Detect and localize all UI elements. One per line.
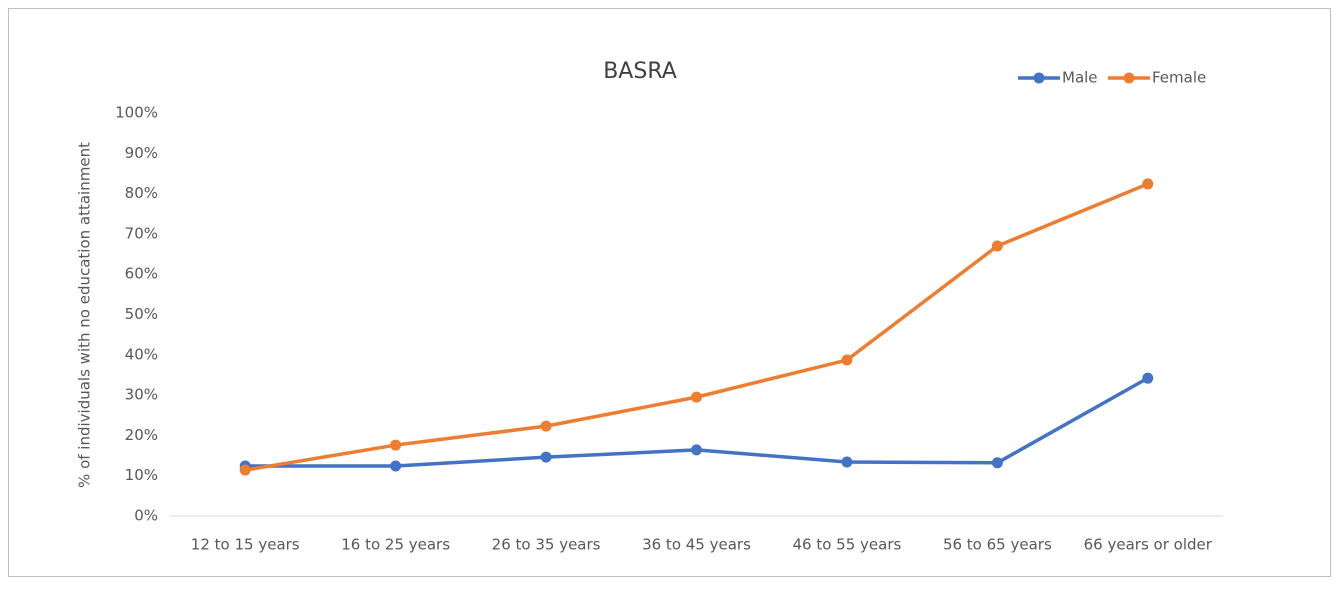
series-point — [841, 456, 853, 468]
y-axis-label: % of individuals with no education attai… — [76, 142, 94, 488]
legend-marker — [1123, 72, 1135, 84]
y-tick-label: 60% — [125, 265, 158, 283]
x-tick-label: 36 to 45 years — [642, 536, 751, 554]
y-tick-label: 10% — [125, 466, 158, 484]
y-tick-label: 40% — [125, 345, 158, 363]
y-tick-label: 80% — [125, 184, 158, 202]
legend-marker — [1033, 72, 1045, 84]
y-tick-label: 30% — [125, 386, 158, 404]
series-point — [540, 451, 552, 463]
series-point — [390, 439, 402, 451]
y-tick-label: 20% — [125, 426, 158, 444]
y-tick-label: 70% — [125, 224, 158, 242]
chart-frame — [8, 8, 1331, 577]
legend-label: Male — [1062, 69, 1098, 87]
series-point — [691, 444, 702, 456]
y-tick-label: 0% — [134, 507, 158, 525]
legend-label: Female — [1152, 69, 1206, 87]
x-tick-label: 12 to 15 years — [191, 536, 300, 554]
series-point — [1142, 178, 1154, 190]
series-point — [1142, 372, 1154, 384]
y-tick-label: 100% — [115, 104, 158, 122]
y-tick-label: 50% — [125, 305, 158, 323]
series-point — [239, 464, 251, 476]
x-tick-label: 16 to 25 years — [341, 536, 450, 554]
x-tick-label: 56 to 65 years — [943, 536, 1052, 554]
series-point — [691, 391, 702, 403]
y-tick-label: 90% — [125, 144, 158, 162]
series-point — [841, 354, 853, 366]
x-tick-label: 66 years or older — [1084, 536, 1213, 554]
series-point — [390, 460, 402, 472]
series-point — [991, 457, 1003, 469]
series-point — [540, 420, 552, 432]
series-point — [991, 240, 1003, 252]
x-tick-label: 26 to 35 years — [492, 536, 601, 554]
x-tick-label: 46 to 55 years — [793, 536, 902, 554]
chart-title: BASRA — [603, 59, 677, 84]
